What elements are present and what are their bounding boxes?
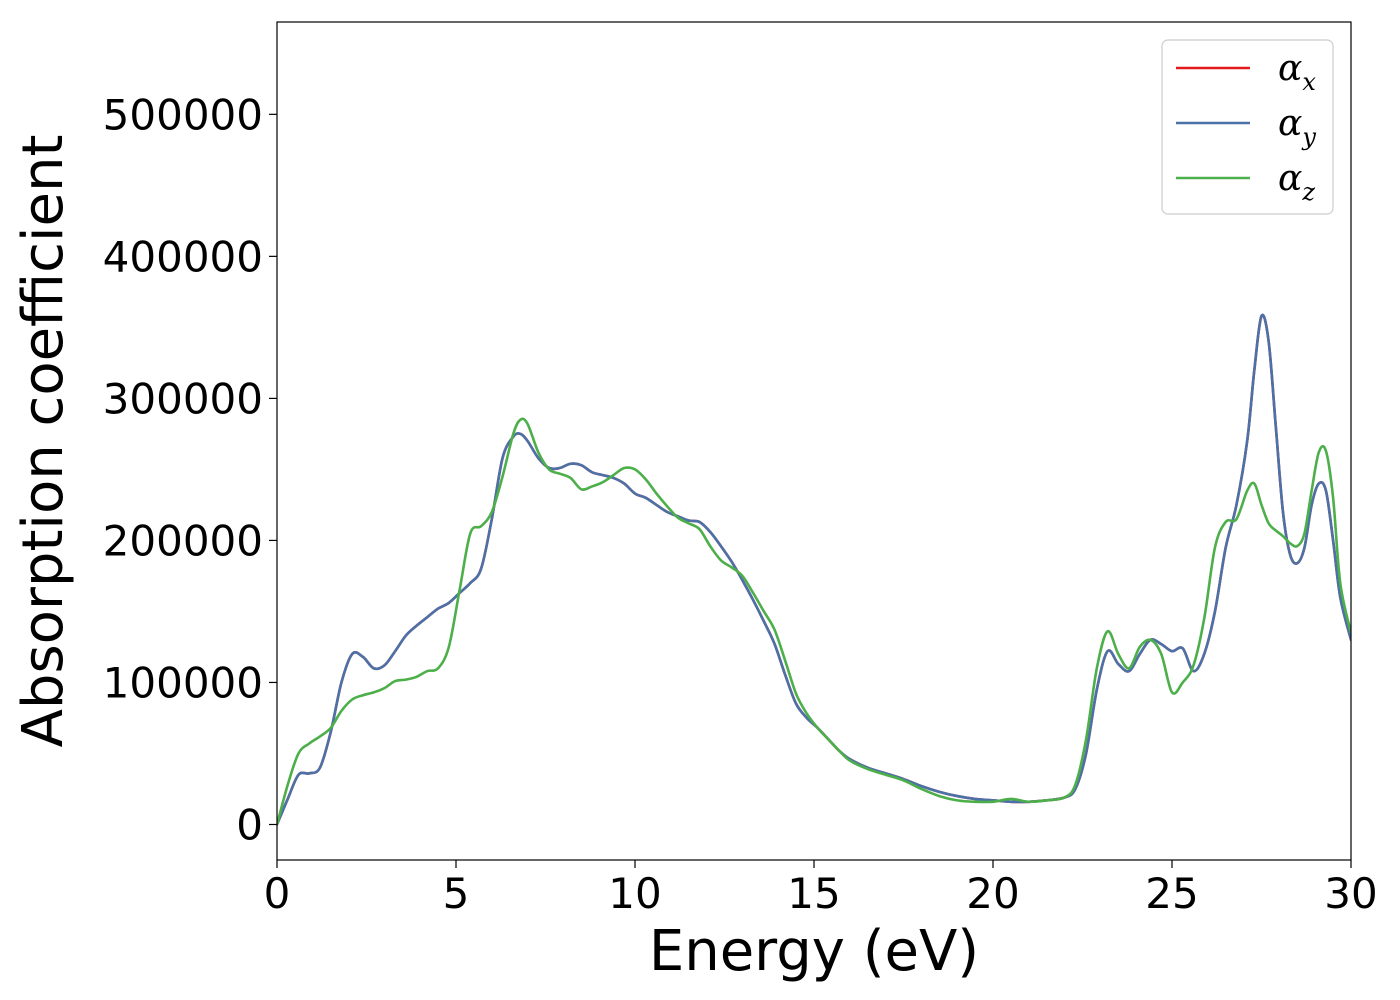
series-layer bbox=[277, 313, 1351, 826]
x-axis: 0 5 10 15 20 25 30 bbox=[264, 860, 1378, 918]
x-axis-title: Energy (eV) bbox=[649, 919, 979, 984]
legend-label-base: α bbox=[1278, 103, 1302, 144]
legend-label-subscript: z bbox=[1301, 178, 1315, 206]
legend-label-base: α bbox=[1278, 48, 1302, 89]
y-tick-label: 500000 bbox=[103, 90, 263, 139]
x-tick-label: 5 bbox=[443, 869, 470, 918]
legend-label-subscript: y bbox=[1301, 123, 1316, 151]
x-tick-label: 20 bbox=[966, 869, 1019, 918]
y-tick-label: 300000 bbox=[103, 374, 263, 423]
series-line-y bbox=[277, 313, 1351, 826]
legend-label-base: α bbox=[1278, 158, 1302, 199]
y-tick-label: 100000 bbox=[103, 658, 263, 707]
y-tick-label: 400000 bbox=[103, 232, 263, 281]
series-line-x bbox=[277, 313, 1351, 826]
legend-label-subscript: x bbox=[1302, 68, 1316, 96]
legend-label-x: αx bbox=[1278, 48, 1316, 96]
legend-label-z: αz bbox=[1278, 158, 1315, 206]
x-tick-label: 0 bbox=[264, 869, 291, 918]
y-tick-label: 200000 bbox=[103, 516, 263, 565]
x-tick-label: 10 bbox=[608, 869, 661, 918]
y-axis: 0 100000 200000 300000 400000 500000 bbox=[103, 90, 277, 849]
x-tick-label: 25 bbox=[1145, 869, 1198, 918]
legend-label-y: αy bbox=[1278, 103, 1316, 151]
y-axis-title: Absorption coefficient bbox=[11, 135, 76, 748]
x-tick-label: 30 bbox=[1324, 869, 1377, 918]
x-tick-label: 15 bbox=[787, 869, 840, 918]
legend-box bbox=[1161, 39, 1334, 215]
series-line-z bbox=[277, 417, 1351, 826]
y-tick-label: 0 bbox=[236, 800, 263, 849]
